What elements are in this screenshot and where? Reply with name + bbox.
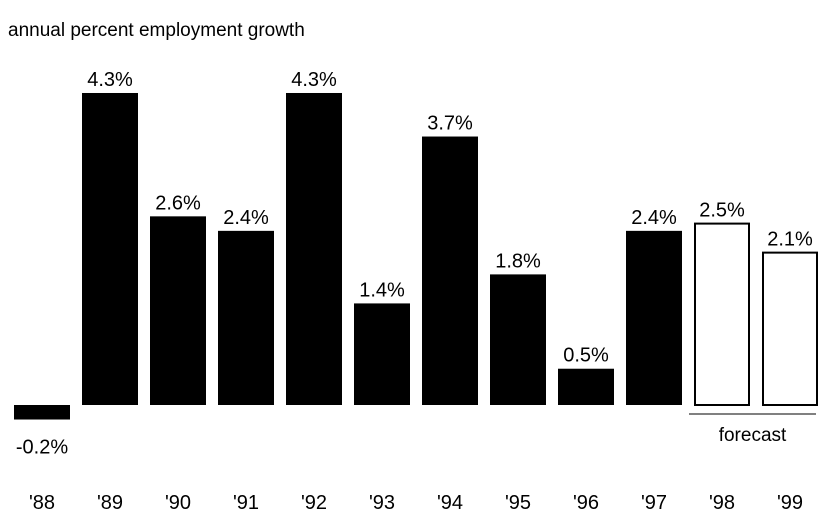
value-label: -0.2% [16, 437, 68, 459]
bar-97 [626, 230, 682, 405]
x-tick-label: '92 [301, 492, 327, 514]
value-label: 2.5% [699, 200, 745, 222]
x-tick-label: '88 [29, 492, 55, 514]
bar-93 [354, 303, 410, 405]
value-label: 0.5% [563, 345, 609, 367]
bar-94 [422, 136, 478, 405]
x-axis-tick-labels: '88 '89 '90 '91 '92 '93 '94 '95 '96 '97 '98 '99 [29, 492, 803, 514]
bar-98 [694, 222, 750, 406]
value-label: 1.8% [495, 250, 541, 272]
value-label: 2.4% [631, 207, 677, 229]
bar-89 [82, 92, 138, 405]
value-label: 4.3% [87, 69, 133, 91]
x-tick-label: '93 [369, 492, 395, 514]
value-label: 2.1% [767, 229, 813, 251]
x-tick-label: '96 [573, 492, 599, 514]
value-label: 1.4% [359, 279, 405, 301]
x-tick-label: '98 [709, 492, 735, 514]
value-labels-layer: -0.2% 4.3% 2.6% 2.4% 4.3% 1.4% 3.7% 1.8% 0.5% 2.4… [16, 69, 813, 459]
forecast-label: forecast [719, 425, 787, 446]
bar-90 [150, 216, 206, 405]
bar-92 [286, 92, 342, 405]
bar-99 [762, 251, 818, 406]
x-tick-label: '95 [505, 492, 531, 514]
bars-layer [14, 92, 818, 420]
x-tick-label: '90 [165, 492, 191, 514]
x-tick-label: '97 [641, 492, 667, 514]
chart-title: annual percent employment growth [8, 20, 305, 41]
bar-96 [558, 368, 614, 405]
value-label: 2.4% [223, 207, 269, 229]
x-tick-label: '94 [437, 492, 463, 514]
bar-88 [14, 405, 70, 420]
x-tick-label: '99 [777, 492, 803, 514]
bar-91 [218, 230, 274, 405]
value-label: 2.6% [155, 192, 201, 214]
x-tick-label: '89 [97, 492, 123, 514]
value-label: 3.7% [427, 113, 473, 135]
value-label: 4.3% [291, 69, 337, 91]
bar-95 [490, 274, 546, 405]
x-tick-label: '91 [233, 492, 259, 514]
